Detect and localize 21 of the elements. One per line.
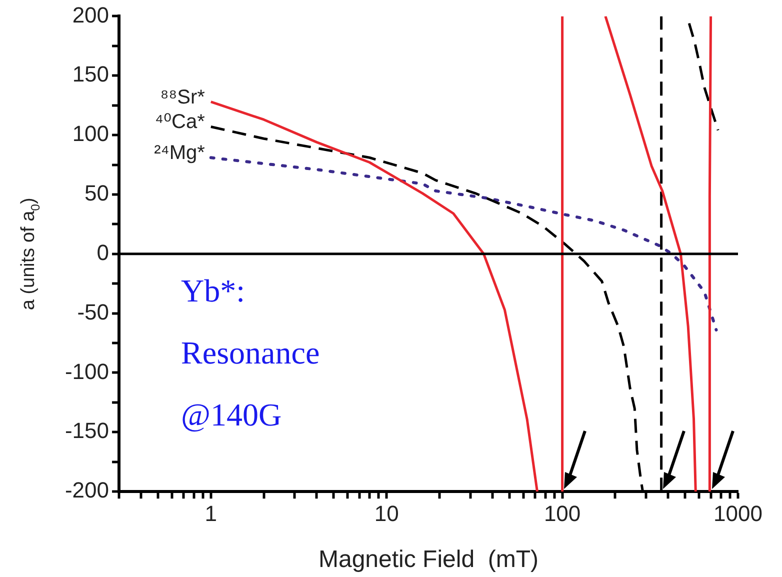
annotation: @140G	[181, 396, 282, 432]
series-label: ²⁴Mg*	[154, 142, 206, 164]
annotation: Yb*:	[181, 272, 246, 308]
x-axis-title: Magnetic Field (mT)	[318, 546, 539, 573]
x-tick-label: 1000	[714, 500, 762, 526]
x-tick-label: 1	[204, 500, 218, 526]
y-tick-label: -100	[64, 358, 110, 384]
y-tick-label: -150	[64, 418, 110, 444]
y-tick-label: 150	[72, 62, 110, 87]
y-tick-label: 200	[72, 2, 110, 28]
series-label: ⁸⁸Sr*	[160, 86, 206, 108]
y-tick-label: -200	[64, 478, 110, 503]
annotation: Resonance	[181, 334, 320, 370]
series-label: ⁴⁰Ca*	[154, 111, 206, 134]
y-axis-title: a (units of a0)	[18, 198, 43, 310]
y-tick-label: 100	[72, 121, 110, 146]
y-tick-label: 50	[84, 180, 110, 206]
y-tick-label: 0	[96, 240, 110, 265]
x-tick-label: 10	[374, 500, 399, 526]
x-tick-label: 100	[544, 500, 581, 526]
y-tick-label: -50	[77, 299, 110, 324]
